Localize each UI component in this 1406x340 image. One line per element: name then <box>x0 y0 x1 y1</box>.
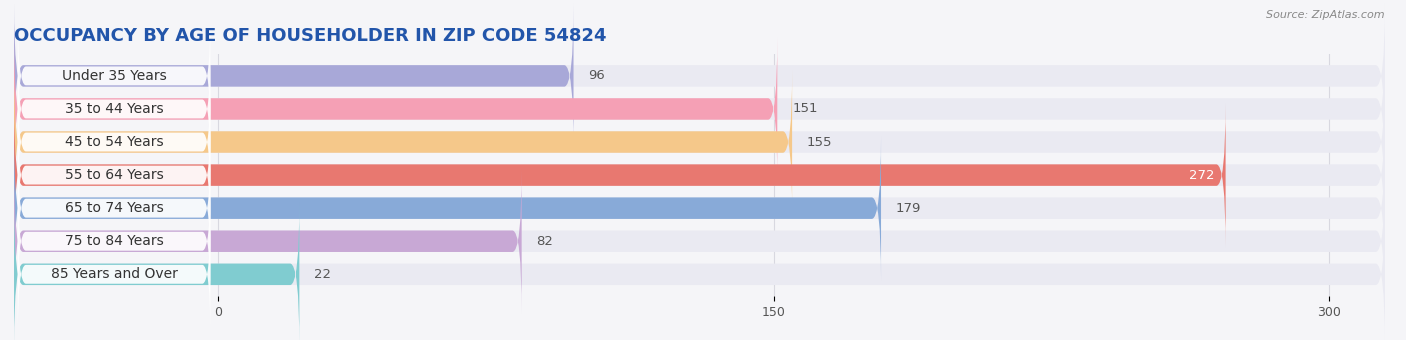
Text: 272: 272 <box>1189 169 1215 182</box>
FancyBboxPatch shape <box>14 103 1226 247</box>
FancyBboxPatch shape <box>14 4 574 148</box>
FancyBboxPatch shape <box>18 178 211 305</box>
FancyBboxPatch shape <box>14 70 1385 214</box>
Text: 35 to 44 Years: 35 to 44 Years <box>65 102 163 116</box>
Text: 75 to 84 Years: 75 to 84 Years <box>65 234 163 248</box>
FancyBboxPatch shape <box>14 37 1385 181</box>
Text: 82: 82 <box>537 235 554 248</box>
FancyBboxPatch shape <box>14 136 1385 280</box>
FancyBboxPatch shape <box>14 169 1385 313</box>
Text: OCCUPANCY BY AGE OF HOUSEHOLDER IN ZIP CODE 54824: OCCUPANCY BY AGE OF HOUSEHOLDER IN ZIP C… <box>14 27 606 45</box>
FancyBboxPatch shape <box>18 112 211 238</box>
FancyBboxPatch shape <box>14 37 778 181</box>
Text: 179: 179 <box>896 202 921 215</box>
FancyBboxPatch shape <box>14 136 882 280</box>
FancyBboxPatch shape <box>18 13 211 139</box>
FancyBboxPatch shape <box>18 145 211 272</box>
FancyBboxPatch shape <box>14 103 1385 247</box>
Text: 96: 96 <box>588 69 605 82</box>
Text: 22: 22 <box>314 268 332 281</box>
FancyBboxPatch shape <box>14 202 1385 340</box>
FancyBboxPatch shape <box>14 169 522 313</box>
FancyBboxPatch shape <box>14 4 1385 148</box>
Text: 151: 151 <box>792 102 818 116</box>
Text: 155: 155 <box>807 136 832 149</box>
FancyBboxPatch shape <box>18 79 211 205</box>
Text: 55 to 64 Years: 55 to 64 Years <box>65 168 163 182</box>
Text: 65 to 74 Years: 65 to 74 Years <box>65 201 163 215</box>
FancyBboxPatch shape <box>14 70 792 214</box>
FancyBboxPatch shape <box>18 46 211 172</box>
Text: 85 Years and Over: 85 Years and Over <box>51 267 177 281</box>
Text: Source: ZipAtlas.com: Source: ZipAtlas.com <box>1267 10 1385 20</box>
Text: 45 to 54 Years: 45 to 54 Years <box>65 135 163 149</box>
FancyBboxPatch shape <box>14 202 299 340</box>
Text: Under 35 Years: Under 35 Years <box>62 69 166 83</box>
FancyBboxPatch shape <box>18 211 211 338</box>
